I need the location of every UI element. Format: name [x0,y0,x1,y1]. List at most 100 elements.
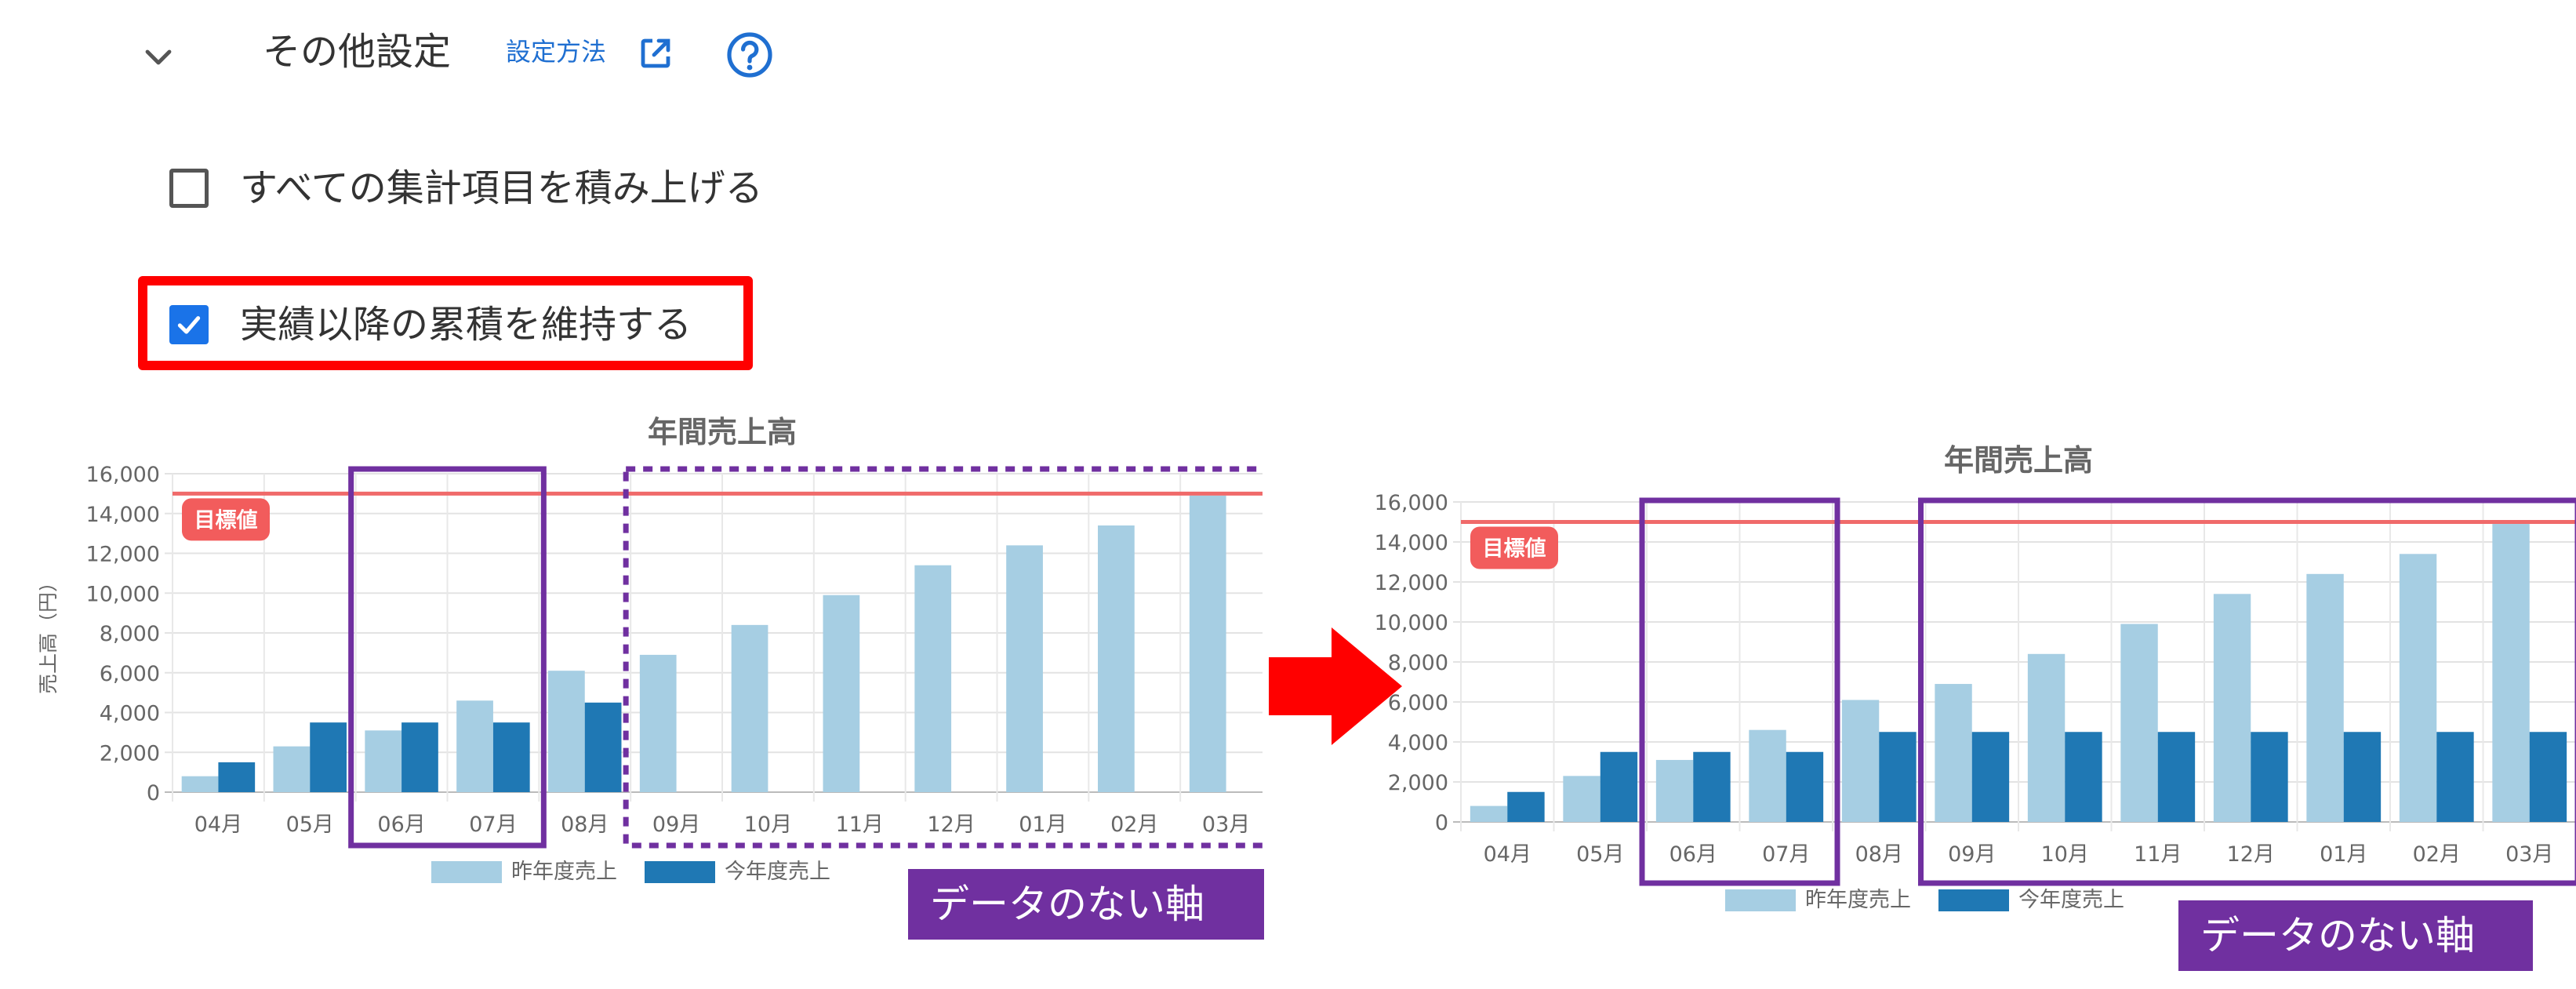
y-tick-label: 6,000 [1388,691,1448,715]
bar-prev-year [1006,545,1043,792]
highlight-box [138,276,753,370]
bar-prev-year [456,700,493,792]
bar-this-year [1600,751,1638,822]
bar-prev-year [639,654,677,792]
x-tick-label: 01月 [1019,813,1066,837]
x-tick-label: 09月 [1948,842,1996,867]
bar-prev-year [548,671,585,792]
x-tick-label: 05月 [1576,842,1624,867]
option-stack-all[interactable]: すべての集計項目を積み上げる [169,163,763,213]
y-tick-label: 10,000 [1375,611,1448,635]
x-tick-label: 04月 [1484,842,1531,867]
highlight-frame-no-data [623,466,1263,849]
bar-this-year [492,722,530,792]
x-tick-label: 12月 [2227,842,2275,867]
y-tick-label: 16,000 [86,463,160,487]
annotation-label: データのない軸 [908,869,1264,940]
y-tick-label: 16,000 [1375,491,1448,515]
checkbox-unchecked[interactable] [169,169,209,208]
highlight-frame [1639,497,1840,886]
x-tick-label: 02月 [2413,842,2461,867]
arrow-right-icon [1269,627,1402,745]
legend-label: 今年度売上 [2018,888,2124,912]
y-tick-label: 12,000 [1375,571,1448,595]
bar-this-year [2251,732,2288,822]
option-keep-cumulative[interactable]: 実績以降の累積を維持する [169,300,692,350]
x-tick-label: 01月 [2320,842,2367,867]
target-label: 目標値 [194,508,258,533]
target-badge [182,498,270,541]
y-tick-label: 6,000 [100,662,160,686]
x-tick-label: 04月 [194,813,242,837]
y-tick-label: 2,000 [1388,771,1448,795]
bar-this-year [2157,732,2196,822]
bar-prev-year [1841,700,1880,822]
bar-prev-year [823,594,860,792]
bar-this-year [1971,732,2010,822]
help-icon[interactable] [725,30,775,80]
x-tick-label: 11月 [836,813,884,837]
target-badge [1470,526,1558,569]
x-tick-label: 02月 [1110,813,1158,837]
y-tick-label: 4,000 [1388,731,1448,755]
bar-prev-year [1935,684,1972,822]
checkbox-checked[interactable] [169,305,209,344]
legend-label: 昨年度売上 [1805,888,1911,912]
bar-this-year [2529,732,2567,822]
legend-swatch [1938,889,2009,911]
highlight-frame [348,466,547,849]
legend-swatch [431,861,502,883]
bar-prev-year [914,565,952,792]
bar-prev-year [2213,594,2251,822]
bar-this-year [310,722,347,792]
x-tick-label: 10月 [2041,842,2089,867]
bar-this-year [2065,732,2102,822]
x-tick-label: 06月 [377,813,425,837]
option-label: 実績以降の累積を維持する [240,303,692,347]
chevron-down-icon[interactable] [140,38,177,75]
x-tick-label: 12月 [927,813,975,837]
x-tick-label: 07月 [1762,842,1810,867]
legend-swatch [1725,889,1796,911]
bar-prev-year [2306,573,2344,822]
legend-label: 昨年度売上 [511,860,617,884]
y-tick-label: 8,000 [1388,651,1448,675]
bar-prev-year [1655,759,1694,822]
legend-swatch [645,861,715,883]
x-tick-label: 06月 [1669,842,1717,867]
bar-prev-year [181,776,219,792]
bar-prev-year [2027,653,2066,822]
x-tick-label: 03月 [2505,842,2553,867]
bar-prev-year [1749,729,1786,822]
y-tick-label: 14,000 [1375,531,1448,555]
option-label: すべての集計項目を積み上げる [240,166,763,210]
bar-this-year [1879,732,1917,822]
x-tick-label: 11月 [2134,842,2182,867]
bar-prev-year [1470,805,1508,822]
bar-this-year [2436,732,2474,822]
bar-this-year [218,762,256,792]
bar-this-year [1507,791,1545,822]
x-tick-label: 10月 [744,813,792,837]
bar-prev-year [2492,524,2530,822]
bar-prev-year [1563,776,1600,822]
y-tick-label: 0 [1435,811,1448,835]
y-tick-label: 12,000 [86,543,160,567]
y-tick-label: 8,000 [100,622,160,646]
target-label: 目標値 [1483,537,1546,562]
bar-prev-year [2120,624,2158,822]
y-tick-label: 14,000 [86,503,160,527]
bar-prev-year [273,746,311,792]
bar-prev-year [731,624,768,792]
y-axis-label: 売上高（円） [39,572,60,694]
bar-this-year [1693,751,1731,822]
external-link-icon[interactable] [637,35,674,72]
y-tick-label: 2,000 [100,741,160,765]
highlight-frame-no-data [1918,497,2576,886]
x-tick-label: 05月 [286,813,334,837]
annotation-label: データのない軸 [2178,900,2533,971]
howto-link[interactable]: 設定方法 [506,37,607,67]
bar-prev-year [1098,525,1135,792]
bar-this-year [1786,751,1824,822]
